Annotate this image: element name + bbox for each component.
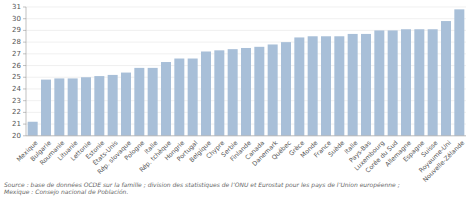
bar: [201, 51, 211, 135]
bar: [68, 78, 78, 135]
y-tick: [23, 100, 26, 101]
y-tick: [23, 135, 26, 136]
bar: [94, 76, 104, 136]
y-tick: [23, 30, 26, 31]
y-tick-label: 29: [12, 26, 21, 34]
grid-line: [26, 30, 466, 31]
y-tick: [23, 18, 26, 19]
bar: [228, 49, 238, 136]
bar: [281, 42, 291, 136]
x-tick-label: Nouvelle-Zélande: [421, 139, 465, 183]
bar: [28, 122, 38, 136]
y-tick-label: 23: [12, 97, 21, 105]
chart: 20 21 22 23 24 25 26 27 28 29 30 31 MexiqueBulgarieR…: [0, 0, 474, 198]
bar: [108, 75, 118, 136]
bar: [54, 78, 64, 135]
bar: [254, 47, 264, 136]
bar: [134, 68, 144, 136]
y-tick-label: 31: [12, 3, 21, 11]
bar: [441, 21, 451, 136]
y-tick-label: 20: [12, 132, 21, 140]
y-tick-label: 28: [12, 38, 21, 46]
grid-line: [26, 18, 466, 19]
bar: [321, 36, 331, 136]
chart-container: 20 21 22 23 24 25 26 27 28 29 30 31 MexiqueBulgarieR…: [0, 0, 474, 198]
source-note: Source : base de données OCDE sur la fam…: [4, 181, 400, 197]
bar: [334, 36, 344, 136]
bar: [41, 80, 51, 136]
y-axis-line: [26, 7, 27, 136]
bar: [428, 29, 438, 136]
grid-line: [26, 7, 466, 8]
bar: [188, 59, 198, 136]
bar: [121, 73, 131, 136]
bar: [241, 48, 251, 136]
bars: [28, 9, 465, 135]
bar: [174, 59, 184, 136]
bar: [361, 34, 371, 136]
y-tick: [23, 65, 26, 66]
y-tick: [23, 7, 26, 8]
grid: [26, 7, 466, 136]
y-tick: [23, 53, 26, 54]
y-tick-label: 24: [12, 85, 21, 93]
bar: [294, 37, 304, 135]
y-tick-label: 26: [12, 62, 21, 70]
bar: [374, 30, 384, 135]
bar: [148, 68, 158, 136]
y-tick: [23, 77, 26, 78]
y-tick-label: 25: [12, 73, 21, 81]
bar: [414, 29, 424, 136]
bar: [348, 34, 358, 136]
y-tick: [23, 112, 26, 113]
y-tick: [23, 88, 26, 89]
source-line: Mexique : Consejo nacional de Población.: [4, 188, 128, 196]
bar: [388, 30, 398, 135]
x-tick-label: Suède: [327, 139, 346, 158]
x-axis-line: [26, 135, 466, 136]
bar: [454, 9, 464, 135]
y-tick: [23, 42, 26, 43]
bar: [81, 77, 91, 136]
bar: [401, 29, 411, 136]
y-tick-label: 22: [12, 108, 21, 116]
grid-line: [26, 42, 466, 43]
bar: [268, 44, 278, 135]
x-axis: MexiqueBulgarieRoumanieLituanieLettonieE…: [15, 139, 465, 184]
y-tick: [23, 124, 26, 125]
bar: [161, 62, 171, 136]
y-tick-label: 21: [12, 120, 21, 128]
y-tick-label: 27: [12, 50, 21, 58]
bar: [214, 50, 224, 135]
bar: [308, 36, 318, 136]
y-axis: 20 21 22 23 24 25 26 27 28 29 30 31: [12, 3, 26, 140]
y-tick-label: 30: [12, 15, 21, 23]
